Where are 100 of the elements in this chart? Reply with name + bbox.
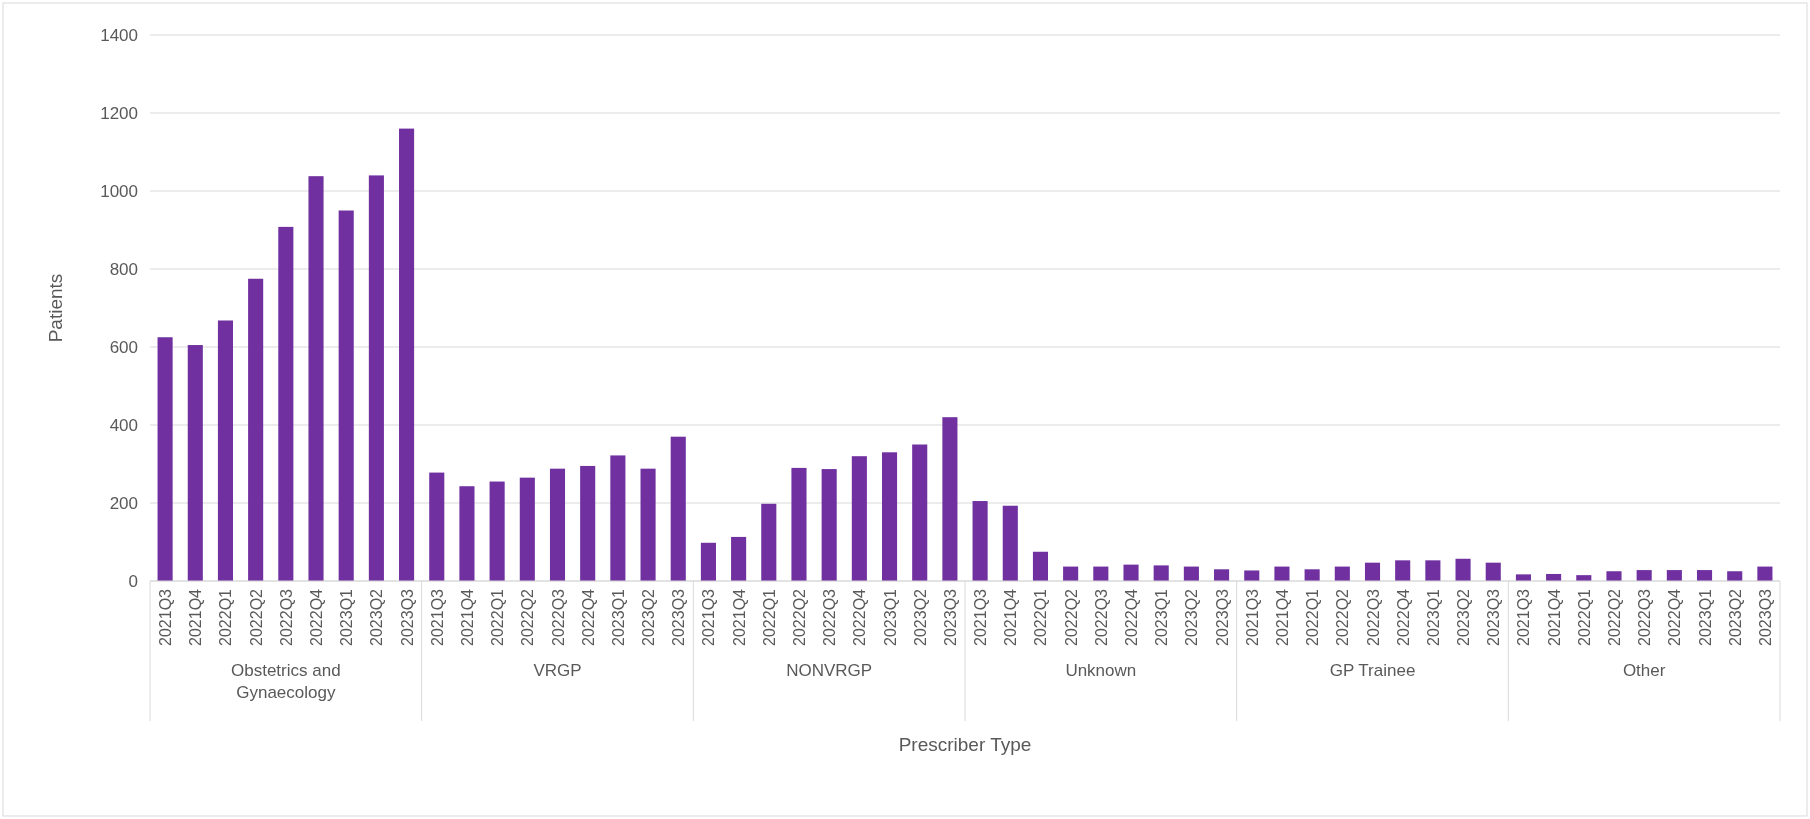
bar [1153, 565, 1169, 581]
x-tick-label: 2023Q3 [670, 588, 688, 646]
x-tick-label: 2023Q3 [1485, 588, 1503, 646]
bar [851, 456, 867, 581]
x-tick-label: 2022Q3 [277, 588, 295, 646]
x-axis-title: Prescriber Type [898, 734, 1032, 755]
text: VRGP [533, 661, 582, 680]
x-tick-label: 2023Q2 [1455, 588, 1473, 646]
bar [640, 468, 656, 581]
x-tick-label: 2021Q3 [157, 588, 175, 646]
bar [1727, 571, 1743, 581]
bar [1123, 564, 1139, 581]
x-tick-label: 2023Q1 [1424, 588, 1442, 646]
bar [157, 337, 173, 581]
bar [1002, 505, 1018, 581]
x-tick-label: 2021Q3 [428, 588, 446, 646]
x-tick-label: 2021Q4 [1545, 588, 1563, 646]
x-tick-label: 2022Q4 [1666, 588, 1684, 646]
x-tick-label: 2022Q2 [790, 588, 808, 646]
x-tick-label: 2022Q2 [1605, 588, 1623, 646]
bar [1636, 570, 1652, 581]
bar [1364, 562, 1381, 581]
x-tick-label: 2021Q4 [458, 588, 476, 646]
y-tick-label: 400 [109, 415, 138, 435]
bar [549, 468, 566, 581]
bar [1395, 560, 1411, 581]
bar [1606, 571, 1622, 581]
x-tick-label: 2023Q2 [368, 588, 386, 646]
x-tick-label: 2023Q2 [640, 588, 658, 646]
x-tick-label: 2022Q2 [1334, 588, 1352, 646]
x-tick-label: 2022Q4 [308, 588, 326, 646]
text: Other [1622, 661, 1666, 680]
x-tick-label: 2023Q2 [1726, 588, 1744, 646]
y-tick-label: 1400 [100, 25, 138, 45]
bar [187, 345, 203, 581]
x-tick-label: 2023Q3 [398, 588, 416, 646]
y-tick-label: 1200 [100, 103, 138, 123]
text: Obstetrics and Gynaecology [231, 661, 341, 702]
bar [1485, 562, 1501, 581]
x-tick-label: 2022Q4 [1394, 588, 1412, 646]
text: Unknown [1065, 661, 1137, 680]
x-tick-label: 2022Q3 [821, 588, 839, 646]
x-tick-label: 2022Q1 [217, 588, 235, 646]
x-tick-label: 2021Q4 [1002, 588, 1020, 646]
x-tick-label: 2021Q3 [700, 588, 718, 646]
x-tick-label: 2022Q1 [1032, 588, 1050, 646]
x-tick-label: 2021Q3 [972, 588, 990, 646]
bar [308, 176, 324, 581]
x-tick-label: 2022Q4 [1123, 588, 1141, 646]
x-tick-label: 2023Q1 [1153, 588, 1171, 646]
bar [580, 465, 596, 581]
x-tick-label: 2022Q1 [1304, 588, 1322, 646]
x-tick-label: 2021Q4 [1273, 588, 1291, 646]
x-tick-label: 2022Q4 [579, 588, 597, 646]
x-tick-label: 2022Q3 [1636, 588, 1654, 646]
bar [1666, 570, 1682, 581]
x-tick-label: 2022Q2 [519, 588, 537, 646]
bar [881, 452, 898, 581]
y-tick-label: 0 [128, 571, 138, 591]
bar [429, 472, 445, 581]
x-tick-label: 2023Q1 [881, 588, 899, 646]
x-tick-label: 2022Q1 [1575, 588, 1593, 646]
y-tick-label: 200 [109, 493, 138, 513]
y-tick-label: 800 [109, 259, 138, 279]
bar [821, 469, 837, 581]
y-tick-label: 600 [109, 337, 138, 357]
x-tick-label: 2022Q3 [549, 588, 567, 646]
bar [912, 444, 928, 581]
text: GP Trainee [1329, 661, 1416, 680]
x-tick-label: 2023Q1 [1696, 588, 1714, 646]
bar [459, 486, 475, 581]
bar [610, 455, 626, 581]
x-tick-label: 2023Q1 [338, 588, 356, 646]
bar [1455, 558, 1471, 581]
bar [1425, 560, 1441, 581]
bar [1304, 569, 1320, 581]
bar [972, 501, 988, 581]
bar [670, 436, 686, 581]
bar [399, 128, 415, 581]
y-tick-label: 1000 [100, 181, 138, 201]
bar [1214, 569, 1230, 581]
bar [731, 536, 747, 581]
bar [489, 481, 505, 581]
bar [942, 417, 958, 581]
x-tick-label: 2021Q4 [187, 588, 205, 646]
bar [338, 210, 354, 581]
bar [791, 467, 807, 581]
bar [1515, 574, 1531, 581]
x-tick-label: 2021Q3 [1243, 588, 1261, 646]
bar [700, 542, 716, 581]
y-axis-title: Patients [45, 273, 66, 343]
x-tick-label: 2021Q4 [730, 588, 748, 646]
bar [761, 503, 777, 581]
x-tick-label: 2023Q2 [911, 588, 929, 646]
bar [1244, 570, 1260, 581]
x-tick-label: 2023Q3 [941, 588, 959, 646]
x-tick-label: 2022Q4 [851, 588, 869, 646]
x-tick-label: 2023Q1 [609, 588, 627, 646]
text: NONVRGP [786, 661, 873, 680]
x-tick-label: 2023Q2 [1183, 588, 1201, 646]
